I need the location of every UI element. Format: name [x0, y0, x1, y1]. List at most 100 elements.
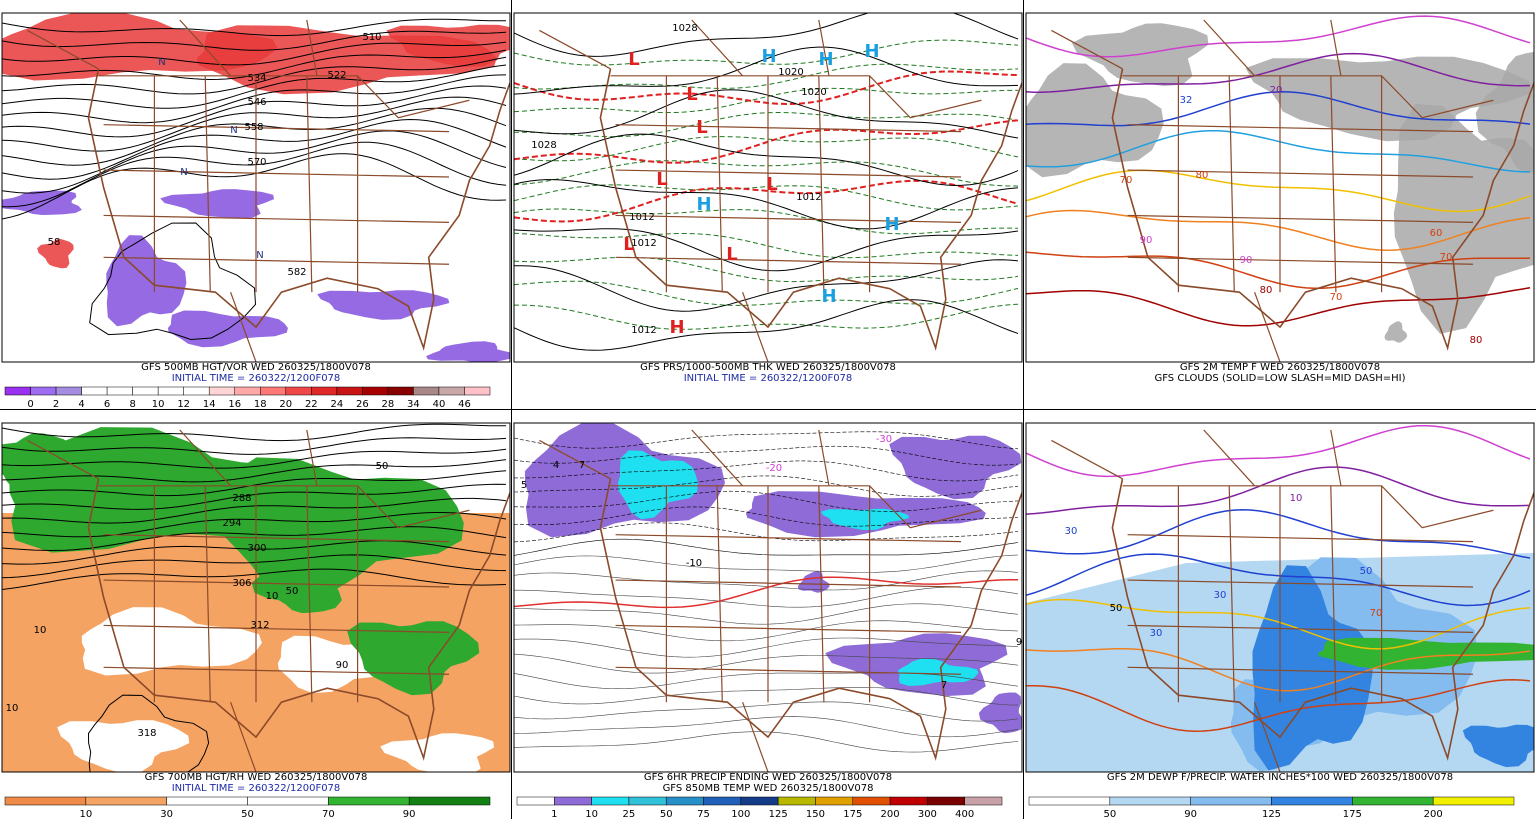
temperature-contour	[1026, 251, 1531, 290]
contour-label: N	[180, 167, 187, 178]
contour-label: 70	[1370, 608, 1383, 619]
colorbar-box	[889, 796, 928, 806]
contour-label: 70	[1330, 292, 1343, 303]
temperature-contour	[514, 716, 1019, 738]
isobar	[514, 179, 1019, 230]
contour-label: 58	[48, 237, 61, 248]
map-layers: 288 294 300 306 312 318 50 50 10 10 90 10	[2, 423, 510, 772]
colorbar-box	[328, 796, 410, 806]
rh-mid	[380, 733, 495, 772]
contour-label: 558	[244, 122, 263, 133]
isobar	[514, 228, 1019, 272]
pressure-center: H	[821, 286, 836, 307]
pressure-center: H	[669, 317, 684, 338]
contour-label: 312	[250, 620, 269, 631]
thickness-contour	[514, 280, 1019, 306]
height-contour	[2, 130, 507, 194]
temperature-contour	[514, 431, 1019, 450]
temperature-contour	[514, 506, 1019, 527]
contour-label: 10	[266, 591, 279, 602]
caption: INITIAL TIME = 260322/1200F078	[172, 373, 341, 384]
colorbar-box	[234, 386, 261, 396]
panel: 70 80 90 90 80 70 70 32 20 60 80 GFS 2M TEMP F WED …	[1025, 12, 1535, 384]
temperature-contour	[1026, 209, 1531, 251]
contour-label: 80	[1260, 285, 1273, 296]
colorbar-label: 400	[955, 809, 974, 819]
map-frame	[513, 422, 1023, 773]
thickness-540	[514, 119, 1019, 164]
height-contour	[2, 30, 507, 51]
colorbar-box	[208, 386, 235, 396]
colorbar-box	[1028, 796, 1111, 806]
thickness-contour	[514, 208, 1019, 235]
temperature-contour	[514, 731, 1019, 753]
temperature-contour	[514, 701, 1019, 722]
vorticity-min	[160, 189, 275, 219]
colorbar-box	[4, 796, 87, 806]
colorbar-label: 20	[279, 399, 292, 410]
precip-heavy	[617, 450, 698, 520]
height-contour	[2, 448, 507, 469]
colorbar-label: 125	[1262, 809, 1281, 819]
pressure-center: H	[818, 49, 833, 70]
precip-heavy	[898, 658, 979, 686]
state-borders	[539, 19, 982, 362]
temperature-contour	[514, 490, 1019, 512]
colorbar-label: 2	[53, 399, 59, 410]
thickness-contour	[514, 111, 1019, 138]
contour-label: 1012	[631, 238, 656, 249]
height-contour	[2, 118, 507, 180]
height-contour	[2, 64, 507, 109]
contour-label: 50	[286, 586, 299, 597]
colorbar-box	[815, 796, 854, 806]
dewpoint-contour	[1026, 466, 1531, 515]
temperature-contour	[514, 603, 1019, 625]
colorbar-box	[362, 386, 389, 396]
contour-label: N	[230, 125, 237, 136]
height-contour	[2, 497, 507, 524]
contour-label: 30	[1214, 590, 1227, 601]
colorbar-label: 30	[160, 809, 173, 819]
caption: GFS 500MB HGT/VOR WED 260325/1800V078	[141, 362, 371, 373]
rh-moist	[347, 621, 480, 696]
colorbar-box	[413, 386, 440, 396]
colorbar-label: 200	[881, 809, 900, 819]
state-borders	[27, 19, 470, 362]
caption: GFS CLOUDS (SOLID=LOW SLASH=MID DASH=HI)	[1154, 373, 1405, 384]
thickness-contour	[514, 136, 1019, 162]
height-contour	[2, 554, 507, 579]
temperature-contour	[514, 445, 1019, 466]
colorbar-box	[30, 386, 57, 396]
state-borders	[27, 429, 470, 772]
colorbar-label: 25	[623, 809, 636, 819]
height-contour	[89, 222, 257, 341]
contour-label: 1028	[531, 140, 556, 151]
height-contour	[2, 141, 507, 208]
colorbar-box	[852, 796, 891, 806]
colorbar-label: 90	[403, 809, 416, 819]
colorbar-label: 300	[918, 809, 937, 819]
contour-label: 10	[34, 625, 47, 636]
colorbar-box	[1271, 796, 1353, 806]
colorbar-label: 28	[382, 399, 395, 410]
colorbar-label: 10	[79, 809, 92, 819]
dewpoint-contour	[1026, 553, 1531, 607]
colorbar-label: 50	[1103, 809, 1116, 819]
contour-label: 1028	[672, 23, 697, 34]
height-contour	[2, 459, 507, 483]
temperature-contour	[514, 570, 1019, 591]
caption: GFS 700MB HGT/RH WED 260325/1800V078	[145, 772, 368, 783]
colorbar-label: 90	[1184, 809, 1197, 819]
height-contour	[2, 423, 506, 442]
contour-label: 50	[1110, 603, 1123, 614]
contour-label: 294	[222, 518, 241, 529]
contour-label: 90	[336, 660, 349, 671]
dewpoint-contour	[1026, 678, 1531, 732]
panel: 510 522 534 546 558 570 582 58 N N N N GFS 500MB HGT…	[1, 12, 511, 410]
panel: 288 294 300 306 312 318 50 50 10 10 90 10 GFS 700MB …	[1, 422, 511, 819]
map-frame	[1025, 12, 1535, 363]
colorbar-box	[665, 796, 704, 806]
colorbar-box	[777, 796, 816, 806]
